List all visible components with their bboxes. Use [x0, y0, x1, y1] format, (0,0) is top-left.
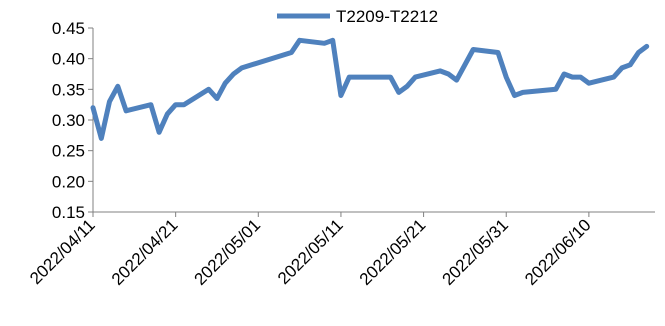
- y-axis: 0.15 0.20 0.25 0.30 0.35 0.40 0.45: [52, 19, 94, 222]
- y-tick-label: 0.45: [52, 19, 85, 38]
- y-tick-label: 0.20: [52, 172, 85, 191]
- y-tick-label: 0.30: [52, 111, 85, 130]
- chart-legend: T2209-T2212: [277, 7, 438, 26]
- y-tick-label: 0.35: [52, 80, 85, 99]
- x-tick-label: 2022/05/01: [191, 215, 265, 289]
- y-tick-label: 0.15: [52, 203, 85, 222]
- series-line: [90, 37, 650, 141]
- x-tick-label: 2022/04/21: [108, 215, 182, 289]
- x-tick-label: 2022/05/31: [438, 215, 512, 289]
- y-tick-label: 0.25: [52, 142, 85, 161]
- series-layer: [90, 37, 650, 141]
- y-tick-label: 0.40: [52, 50, 85, 69]
- x-tick-label: 2022/05/11: [274, 215, 347, 288]
- x-axis: 2022/04/11 2022/04/21 2022/05/01 2022/05/11…: [26, 211, 655, 289]
- x-tick-label: 2022/06/10: [521, 215, 595, 289]
- x-tick-label: 2022/05/21: [356, 215, 430, 289]
- legend-label: T2209-T2212: [336, 7, 438, 26]
- x-tick-label: 2022/04/11: [26, 215, 99, 288]
